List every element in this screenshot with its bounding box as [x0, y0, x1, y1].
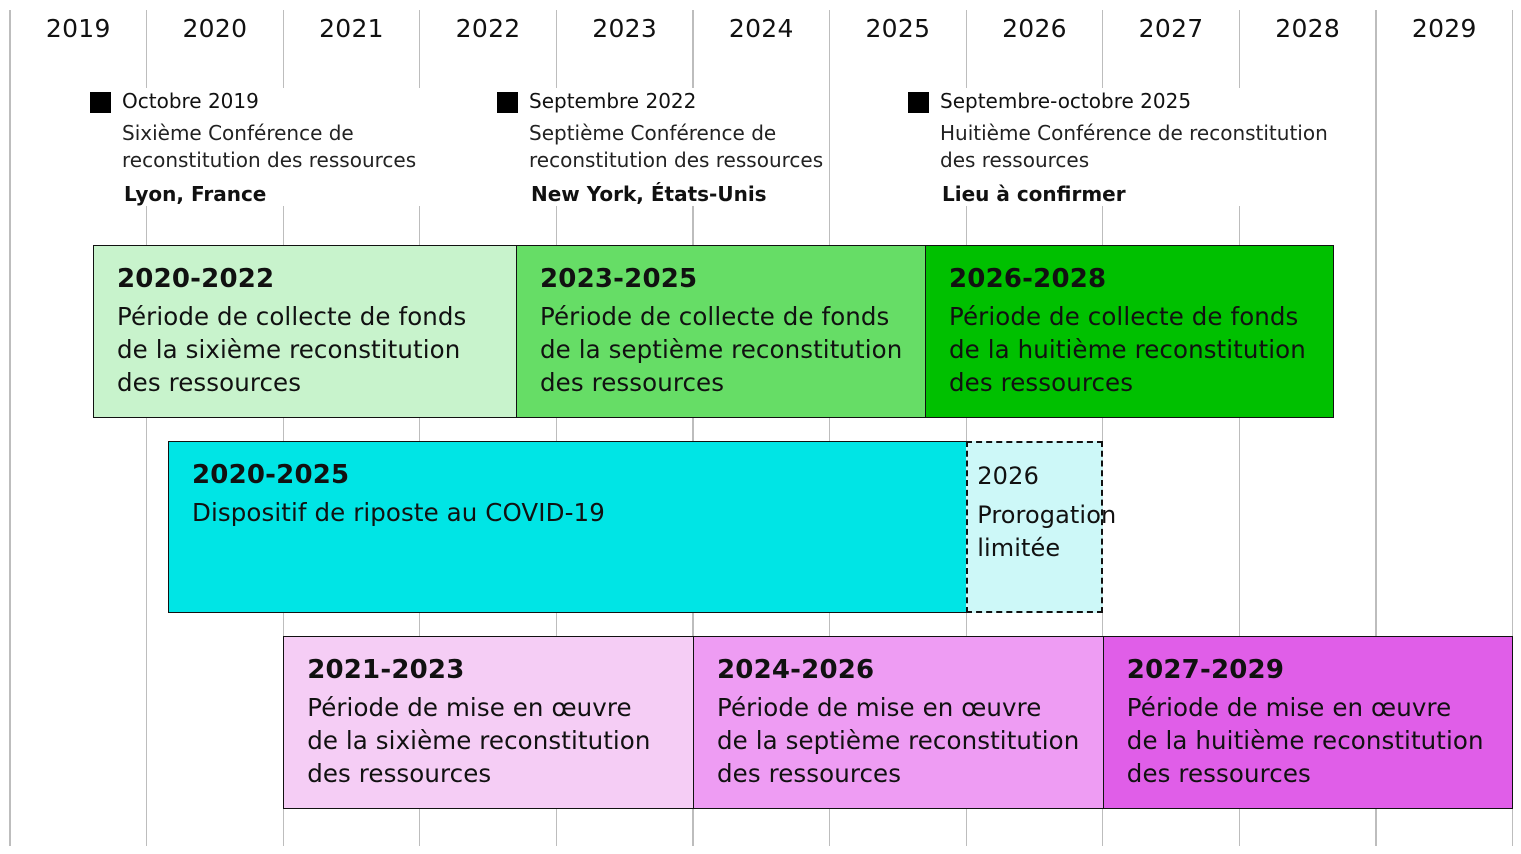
event-description-line: Huitième Conférence de reconstitution [940, 121, 1328, 145]
period-block-implementation: 2024-2026 Période de mise en œuvre de la s… [693, 636, 1104, 809]
event-description-line: des ressources [940, 148, 1090, 172]
period-label: Période de mise en œuvre de la septième r… [717, 691, 1081, 790]
year-gridline [9, 10, 11, 846]
period-label: Période de collecte de fonds de la septiè… [540, 300, 903, 399]
period-label-line: Prorogation [977, 501, 1117, 529]
year-label-2024: 2024 [694, 14, 829, 43]
period-label-line: des ressources [307, 759, 492, 788]
period-block-covid: 2020-2025 Dispositif de riposte au COVID-… [168, 441, 968, 613]
year-label-2023: 2023 [557, 14, 692, 43]
period-years: 2024-2026 [717, 655, 875, 685]
period-label-line: des ressources [117, 368, 302, 397]
period-block-implementation: 2027-2029 Période de mise en œuvre de la h… [1102, 636, 1513, 809]
period-label-line: de la septième reconstitution [717, 726, 1080, 755]
year-label-2025: 2025 [830, 14, 966, 43]
year-gridline [1238, 10, 1241, 846]
event-marker-icon [497, 92, 518, 113]
period-label: Période de mise en œuvre de la sixième re… [307, 691, 671, 790]
year-gridline [965, 10, 967, 846]
period-label-line: des ressources [1126, 759, 1311, 788]
event-description-line: reconstitution des ressources [529, 148, 824, 172]
period-years: 2027-2029 [1126, 655, 1285, 685]
event-description-line: Sixième Conférence de [122, 121, 354, 145]
period-label-line: Période de mise en œuvre [307, 693, 632, 722]
period-label-line: Période de mise en œuvre [717, 693, 1042, 722]
event-marker-icon [90, 92, 111, 113]
period-label-line: de la sixième reconstitution [117, 335, 461, 364]
period-label: Période de collecte de fonds de la huitiè… [949, 300, 1311, 399]
event-description-line: reconstitution des ressources [122, 148, 417, 172]
year-gridline [692, 10, 694, 846]
year-label-2019: 2019 [11, 14, 146, 43]
period-years: 2023-2025 [540, 264, 698, 294]
year-gridline [555, 10, 558, 846]
period-block-fundraising: 2020-2022 Période de collecte de fonds de … [93, 245, 517, 418]
period-block-fundraising: 2026-2028 Période de collecte de fonds de … [925, 245, 1334, 418]
period-label: Période de collecte de fonds de la sixièm… [117, 300, 494, 399]
period-label: Prorogation limitée [977, 499, 1117, 565]
period-label: Période de mise en œuvre de la huitième r… [1127, 691, 1490, 790]
event-milestone: Septembre 2022 Septième Conférence de reco… [497, 88, 830, 206]
period-years: 2021-2023 [307, 655, 465, 685]
year-gridline [145, 10, 148, 846]
event-date: Octobre 2019 [122, 89, 259, 113]
year-label-2020: 2020 [147, 14, 283, 43]
year-label-2022: 2022 [420, 14, 556, 43]
period-label-line: de la sixième reconstitution [307, 726, 651, 755]
event-place: New York, États-Unis [531, 182, 767, 206]
year-label-2021: 2021 [284, 14, 419, 43]
period-label-line: Période de mise en œuvre [1126, 693, 1452, 722]
year-label-2027: 2027 [1103, 14, 1239, 43]
period-label-line: des ressources [949, 368, 1134, 397]
period-years: 2020-2022 [117, 264, 275, 294]
year-gridline [419, 10, 421, 846]
year-gridline [282, 10, 284, 846]
period-label-line: de la septième reconstitution [540, 335, 903, 364]
period-label-line: Période de collecte de fonds [949, 302, 1299, 331]
period-years: 2026 [977, 462, 1040, 490]
event-description: Septième Conférence de reconstitution des… [529, 120, 823, 174]
period-block-fundraising: 2023-2025 Période de collecte de fonds de … [516, 245, 926, 418]
event-place: Lyon, France [124, 182, 267, 206]
event-description: Huitième Conférence de reconstitution des… [940, 120, 1328, 174]
event-marker-icon [908, 92, 929, 113]
period-block-implementation: 2021-2023 Période de mise en œuvre de la s… [283, 636, 694, 809]
year-gridline [828, 10, 831, 846]
event-description: Sixième Conférence de reconstitution des … [122, 120, 416, 174]
period-label-line: des ressources [717, 759, 902, 788]
event-date: Septembre-octobre 2025 [940, 89, 1192, 113]
period-years: 2020-2025 [192, 460, 350, 490]
event-place: Lieu à confirmer [942, 182, 1126, 206]
event-milestone: Septembre-octobre 2025 Huitième Conférenc… [908, 88, 1334, 206]
year-label-2029: 2029 [1377, 14, 1512, 43]
event-description-line: Septième Conférence de [529, 121, 777, 145]
year-label-2026: 2026 [967, 14, 1102, 43]
period-label-line: Période de collecte de fonds [540, 302, 890, 331]
period-block-covid: 2026 Prorogation limitée [966, 441, 1117, 613]
period-label: Dispositif de riposte au COVID-19 [192, 496, 944, 529]
year-gridline [1102, 10, 1104, 846]
period-label-line: de la huitième reconstitution [949, 335, 1306, 364]
period-label-line: limitée [977, 534, 1061, 562]
period-label-line: Période de collecte de fonds [117, 302, 467, 331]
event-milestone: Octobre 2019 Sixième Conférence de reconst… [90, 88, 423, 206]
event-date: Septembre 2022 [529, 89, 697, 113]
year-label-2028: 2028 [1240, 14, 1375, 43]
period-label-line: des ressources [540, 368, 725, 397]
period-label-line: Dispositif de riposte au COVID-19 [192, 498, 605, 527]
year-gridline [1375, 10, 1377, 846]
period-years: 2026-2028 [949, 264, 1107, 294]
period-label-line: de la huitième reconstitution [1126, 726, 1484, 755]
year-gridline [1511, 10, 1514, 846]
